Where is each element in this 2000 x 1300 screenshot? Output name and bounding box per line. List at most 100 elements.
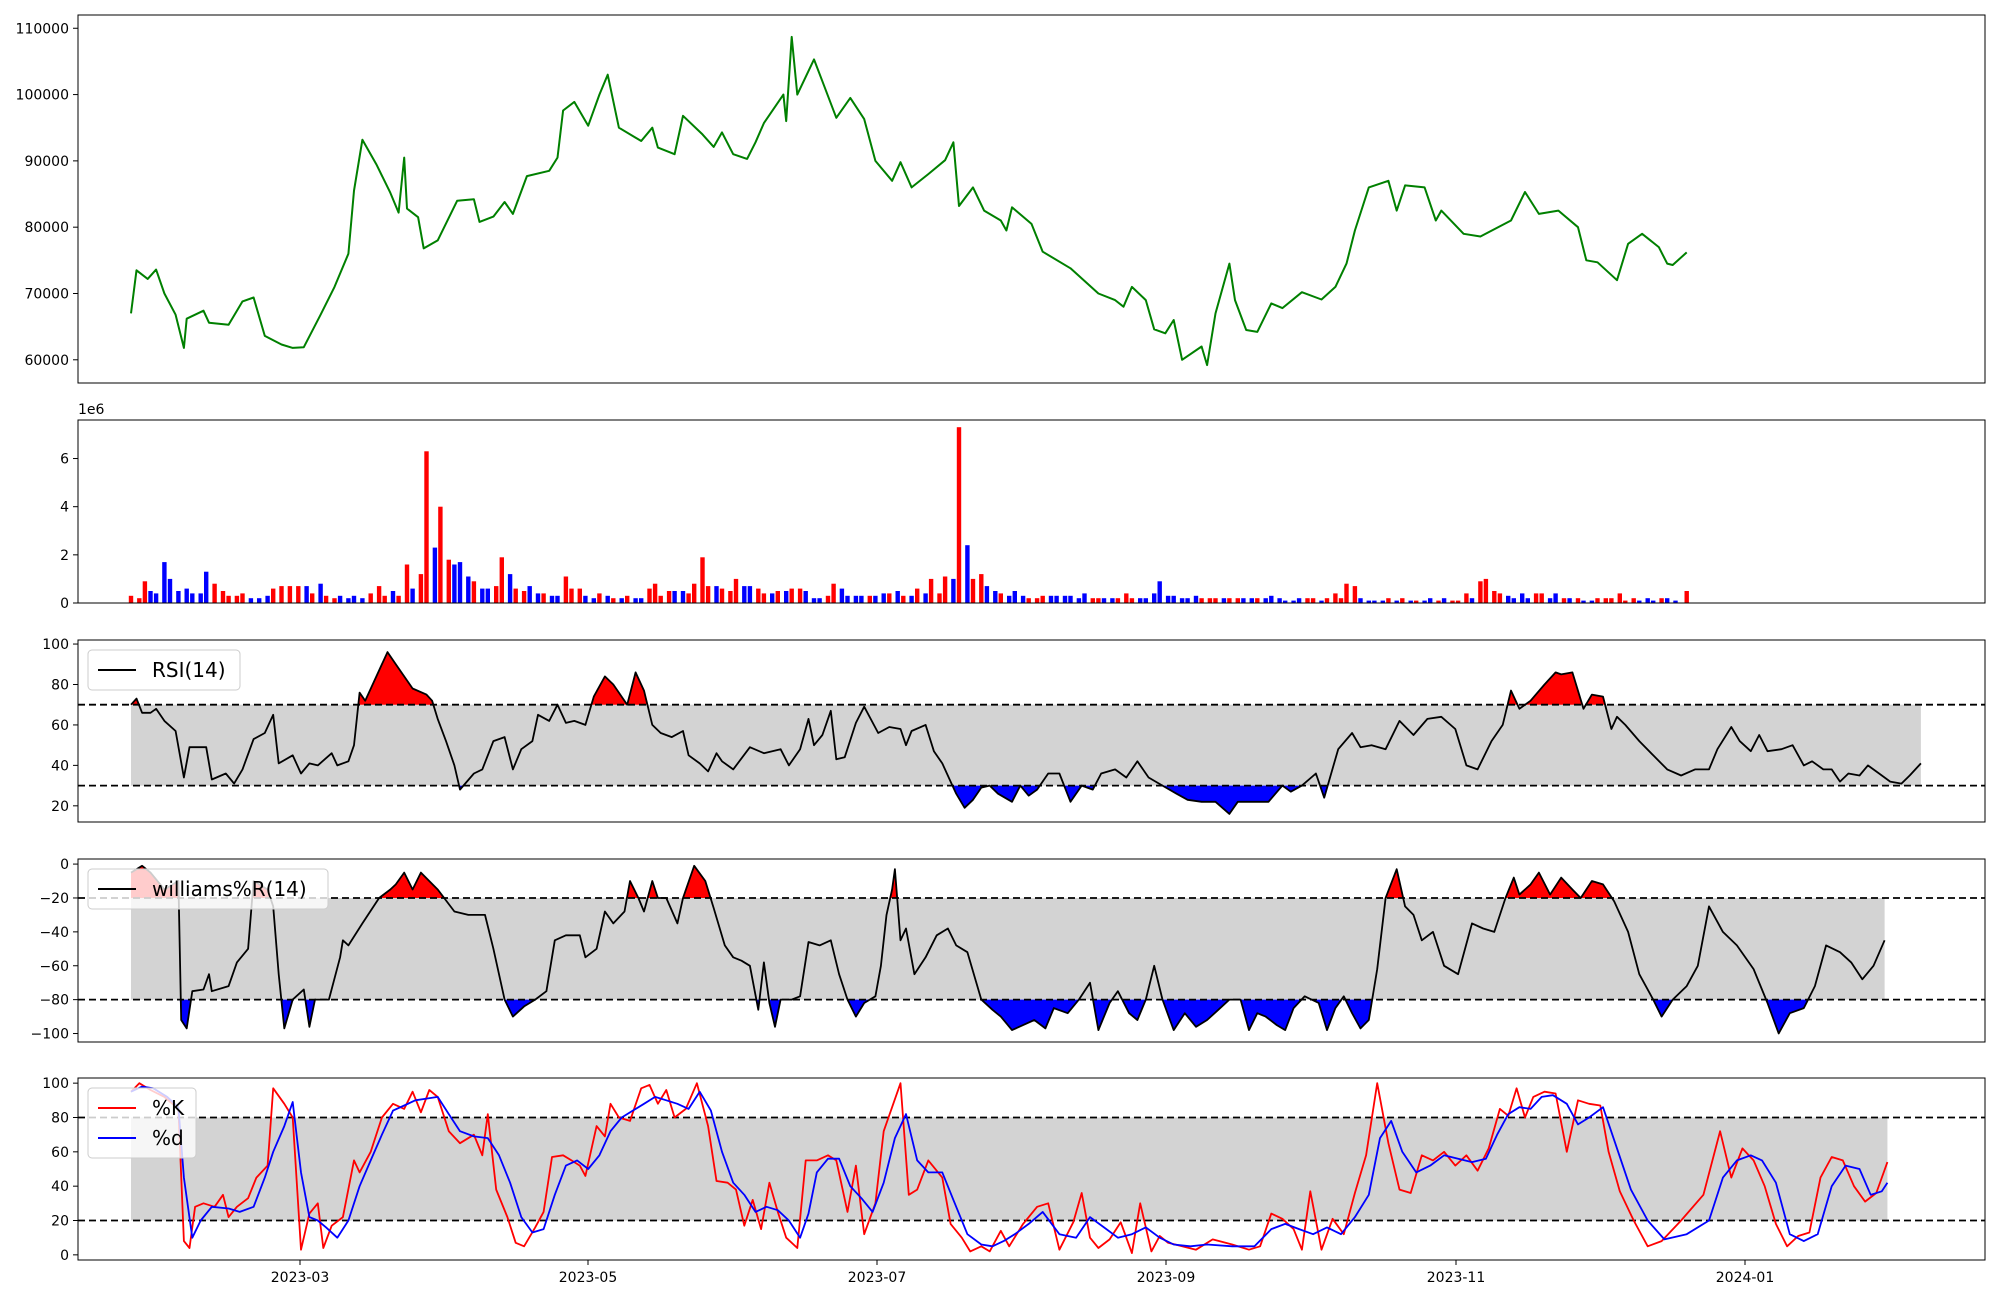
x-tick-label: 2023-11 bbox=[1427, 1270, 1486, 1286]
volume-bar bbox=[1305, 598, 1310, 603]
price-ytick-label: 110000 bbox=[16, 21, 69, 37]
volume-bar bbox=[1338, 598, 1344, 603]
volume-bar bbox=[873, 595, 878, 603]
volume-bar bbox=[625, 595, 630, 603]
rsi-legend-box bbox=[87, 649, 241, 691]
volume-bar bbox=[1296, 598, 1302, 603]
stochastic-legend-box bbox=[87, 1087, 197, 1159]
volume-bar bbox=[1007, 595, 1012, 603]
volume-bar bbox=[1068, 595, 1073, 603]
rsi-overbought-fill bbox=[130, 652, 1921, 705]
volume-bar bbox=[438, 506, 443, 603]
volume-bar bbox=[770, 593, 775, 603]
price-axes-frame bbox=[77, 14, 1986, 384]
volume-bar bbox=[901, 595, 906, 603]
volume-bar bbox=[1333, 593, 1338, 603]
volume-bar bbox=[1185, 598, 1190, 603]
volume-bar bbox=[775, 591, 780, 603]
volume-bar bbox=[1090, 598, 1095, 603]
volume-bar bbox=[1115, 598, 1121, 603]
volume-bar bbox=[1012, 591, 1017, 603]
volume-bar bbox=[360, 598, 365, 603]
volume-bar bbox=[382, 595, 387, 603]
rsi-legend-label-0: RSI(14) bbox=[152, 658, 226, 682]
stochastic-ytick-label: 20 bbox=[51, 1214, 69, 1230]
volume-bar bbox=[714, 586, 719, 603]
volume-bar bbox=[220, 591, 226, 603]
volume-bar bbox=[257, 598, 262, 603]
volume-bar bbox=[928, 578, 934, 603]
volume-bar bbox=[1665, 598, 1670, 603]
volume-bar bbox=[204, 571, 209, 603]
stochastic-neutral-band bbox=[130, 1117, 1888, 1221]
volume-bar bbox=[1207, 598, 1213, 603]
volume-bar bbox=[432, 547, 438, 603]
rsi-ytick-label: 40 bbox=[51, 758, 69, 774]
volume-bar bbox=[1235, 598, 1240, 603]
volume-bar bbox=[658, 595, 663, 603]
volume-bar bbox=[591, 598, 596, 603]
williams-neutral-band bbox=[130, 897, 1885, 1000]
volume-bar bbox=[279, 586, 284, 603]
x-tick-label: 2023-03 bbox=[271, 1270, 330, 1286]
volume-bar bbox=[1096, 598, 1101, 603]
volume-bar bbox=[756, 588, 761, 603]
volume-bar bbox=[825, 595, 831, 603]
stochastic-legend-label-1: %d bbox=[152, 1126, 184, 1150]
williams-series-line-0 bbox=[130, 864, 1886, 1035]
x-tick-label: 2023-07 bbox=[848, 1270, 907, 1286]
volume-bar bbox=[1062, 595, 1068, 603]
volume-bar bbox=[979, 574, 984, 603]
volume-bar bbox=[376, 586, 382, 603]
volume-bar bbox=[1366, 600, 1371, 603]
williams-ytick-label: −40 bbox=[39, 925, 69, 941]
volume-bar bbox=[797, 588, 803, 603]
volume-bar bbox=[633, 598, 638, 603]
volume-bar bbox=[424, 451, 429, 603]
volume-bar bbox=[597, 593, 602, 603]
volume-bar bbox=[555, 595, 560, 603]
volume-bar bbox=[1483, 578, 1489, 603]
volume-bar bbox=[1492, 591, 1497, 603]
volume-bar bbox=[1623, 600, 1628, 603]
volume-bar bbox=[909, 595, 914, 603]
volume-bar bbox=[1380, 600, 1385, 603]
volume-bar bbox=[527, 586, 532, 603]
volume-bar bbox=[1319, 600, 1324, 603]
volume-bar bbox=[984, 586, 990, 603]
volume-bar bbox=[1589, 600, 1595, 603]
volume-bar bbox=[507, 574, 513, 603]
volume-bar bbox=[1129, 598, 1135, 603]
volume-bar bbox=[970, 578, 976, 603]
volume-bar bbox=[1082, 593, 1087, 603]
williams-ytick-label: −100 bbox=[31, 1027, 69, 1043]
volume-bar bbox=[605, 595, 610, 603]
price-ytick-label: 90000 bbox=[24, 154, 69, 170]
volume-bar bbox=[1372, 600, 1377, 603]
volume-bar bbox=[549, 595, 555, 603]
volume-bar bbox=[471, 581, 477, 603]
rsi-series-line-0 bbox=[130, 651, 1922, 815]
volume-bar bbox=[1310, 598, 1316, 603]
rsi-ytick-label: 60 bbox=[51, 718, 69, 734]
volume-bar bbox=[761, 593, 767, 603]
price-line bbox=[130, 35, 1688, 367]
volume-bar bbox=[1344, 583, 1349, 603]
volume-bar bbox=[1034, 598, 1040, 603]
stochastic-ytick-label: 100 bbox=[42, 1076, 69, 1092]
volume-bar bbox=[346, 598, 351, 603]
volume-bar bbox=[1428, 598, 1433, 603]
volume-bar bbox=[142, 581, 148, 603]
volume-bar bbox=[652, 583, 658, 603]
volume-bar bbox=[1581, 600, 1586, 603]
volume-bar bbox=[692, 583, 697, 603]
volume-bar bbox=[965, 545, 970, 603]
volume-bar bbox=[1171, 595, 1176, 603]
volume-bar bbox=[1547, 598, 1553, 603]
volume-bar bbox=[923, 593, 928, 603]
volume-bar bbox=[1291, 600, 1296, 603]
volume-bar bbox=[867, 595, 872, 603]
volume-bar bbox=[1497, 593, 1503, 603]
volume-bar bbox=[1553, 593, 1558, 603]
